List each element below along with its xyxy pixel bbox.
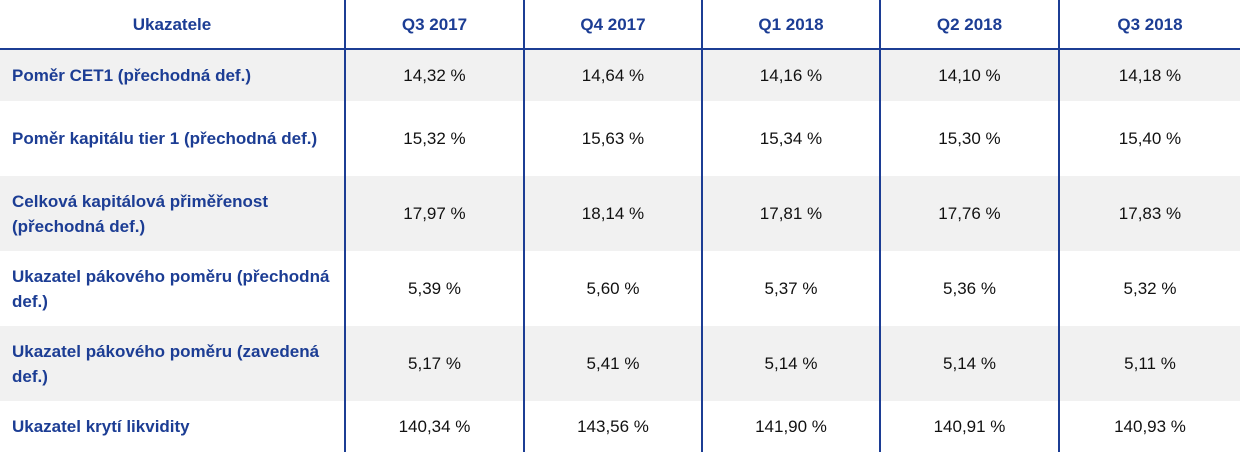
row-label: Ukazatel pákového poměru (přechodná def.… — [12, 266, 330, 311]
table-cell: 5,39 % — [344, 251, 524, 326]
header-row: Ukazatele Q3 2017 Q4 2017 Q1 2018 Q2 201… — [0, 0, 1240, 50]
column-header: Q2 2018 — [879, 0, 1059, 50]
table-cell: 14,64 % — [523, 49, 702, 101]
table-row: Ukazatel pákového poměru (zavedená def.)… — [0, 326, 1240, 401]
table-cell: 15,34 % — [701, 101, 880, 176]
table-cell: 5,11 % — [1058, 326, 1240, 401]
table-cell: 140,91 % — [879, 401, 1059, 452]
column-header: Ukazatele — [0, 0, 345, 50]
row-label: Ukazatel krytí likvidity — [12, 417, 190, 436]
column-header: Q3 2018 — [1058, 0, 1240, 50]
table-cell: 14,32 % — [344, 49, 524, 101]
table-cell: 5,32 % — [1058, 251, 1240, 326]
table-cell: 5,14 % — [701, 326, 880, 401]
table-cell: 5,60 % — [523, 251, 702, 326]
table-row: Ukazatel krytí likvidity 140,34 % 143,56… — [0, 401, 1240, 452]
table-cell: 5,17 % — [344, 326, 524, 401]
row-label: Ukazatel pákového poměru (zavedená def.) — [0, 326, 345, 401]
column-header: Q3 2017 — [344, 0, 524, 50]
table-cell: 5,41 % — [523, 326, 702, 401]
table-cell: 17,97 % — [344, 176, 524, 251]
column-header: Q1 2018 — [701, 0, 880, 50]
row-label: Poměr kapitálu tier 1 (přechodná def.) — [12, 129, 318, 148]
table-cell: 17,76 % — [879, 176, 1059, 251]
table-row: Poměr kapitálu tier 1 (přechodná def.) 1… — [0, 101, 1240, 176]
table-cell: 15,32 % — [344, 101, 524, 176]
row-label: Poměr CET1 (přechodná def.) — [0, 49, 345, 101]
table-row: Celková kapitálová přiměřenost (přechodn… — [0, 176, 1240, 251]
table-cell: 14,16 % — [701, 49, 880, 101]
table-cell: 17,81 % — [701, 176, 880, 251]
table-row: Poměr CET1 (přechodná def.) 14,32 % 14,6… — [0, 49, 1240, 101]
column-header: Q4 2017 — [523, 0, 702, 50]
table-cell: 140,93 % — [1058, 401, 1240, 452]
table-cell: 140,34 % — [344, 401, 524, 452]
table-cell: 5,37 % — [701, 251, 880, 326]
table-cell: 15,30 % — [879, 101, 1059, 176]
table-cell: 143,56 % — [523, 401, 702, 452]
table-cell: 15,63 % — [523, 101, 702, 176]
row-label: Celková kapitálová přiměřenost (přechodn… — [0, 176, 345, 251]
table-cell: 17,83 % — [1058, 176, 1240, 251]
table-cell: 5,36 % — [879, 251, 1059, 326]
table-cell: 14,18 % — [1058, 49, 1240, 101]
table-cell: 18,14 % — [523, 176, 702, 251]
table-cell: 141,90 % — [701, 401, 880, 452]
table-cell: 15,40 % — [1058, 101, 1240, 176]
table-cell: 14,10 % — [879, 49, 1059, 101]
table-cell: 5,14 % — [879, 326, 1059, 401]
table-row: Ukazatel pákového poměru (přechodná def.… — [0, 251, 1240, 326]
